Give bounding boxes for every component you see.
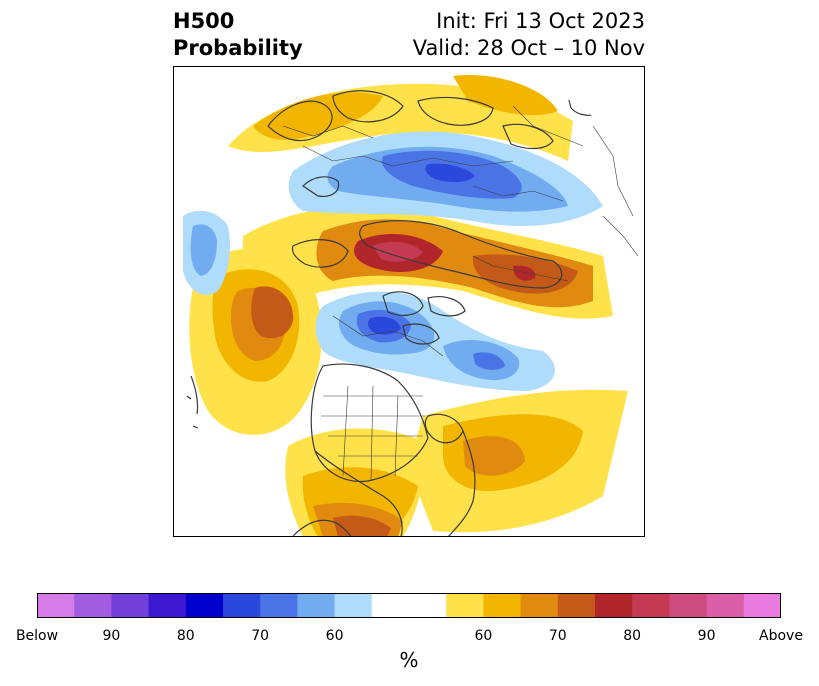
colorbar-cell	[185, 593, 224, 618]
colorbar-cell	[371, 593, 410, 618]
colorbar-cell	[706, 593, 745, 618]
below-region-pacific-west-core	[190, 224, 217, 276]
colorbar-tick-label: 70	[251, 628, 270, 644]
colorbar-cell	[409, 593, 447, 618]
colorbar-tick-label: 60	[325, 628, 344, 644]
colorbar-cell	[483, 593, 522, 618]
title-type: Probability	[173, 36, 303, 60]
above-region-atlantic-core	[463, 436, 525, 476]
colorbar-tick-label: 70	[548, 628, 567, 644]
colorbar-tick-label: Below	[15, 628, 59, 644]
below-region-canada-peak	[367, 316, 401, 335]
above-region-pacific-peak	[251, 286, 294, 339]
colorbar	[37, 593, 781, 618]
colorbar-cell	[743, 593, 781, 618]
chart-dates: Init: Fri 13 Oct 2023 Valid: 28 Oct – 10…	[413, 8, 645, 62]
colorbar-cell	[148, 593, 187, 618]
above-peak-east	[513, 265, 536, 281]
colorbar-cells	[37, 593, 781, 618]
colorbar-tick-label: Above	[759, 628, 803, 644]
political-boundaries	[282, 105, 639, 482]
valid-range: Valid: 28 Oct – 10 Nov	[412, 36, 645, 60]
below-region-siberia-peak	[425, 163, 475, 183]
colorbar-cell	[260, 593, 298, 618]
colorbar-tick-label: 80	[623, 628, 642, 644]
colorbar-tick-label: 80	[176, 628, 195, 644]
colorbar-tick-label: 60	[474, 628, 493, 644]
above-region-west-asia	[253, 92, 383, 140]
colorbar-cell	[595, 593, 633, 618]
anomaly-shading	[183, 75, 628, 537]
probability-map	[173, 66, 645, 537]
below-region-hudson-core	[473, 352, 505, 370]
colorbar-cell	[37, 593, 75, 618]
colorbar-cell	[111, 593, 150, 618]
colorbar-cell	[74, 593, 112, 618]
chart-title: H500 Probability	[173, 8, 303, 62]
colorbar-cell	[223, 593, 261, 618]
init-date: Init: Fri 13 Oct 2023	[436, 9, 645, 33]
colorbar-cell	[557, 593, 596, 618]
colorbar-cell	[297, 593, 336, 618]
title-variable: H500	[173, 9, 235, 33]
colorbar-cell	[669, 593, 708, 618]
colorbar-cell	[520, 593, 559, 618]
colorbar-unit: %	[399, 648, 419, 672]
colorbar-cell	[446, 593, 484, 618]
colorbar-cell	[632, 593, 670, 618]
colorbar-tick-label: 90	[697, 628, 716, 644]
above-peak-west	[373, 241, 423, 262]
above-region-scandinavia	[453, 75, 558, 116]
colorbar-tick-label: 90	[102, 628, 121, 644]
colorbar-cell	[334, 593, 373, 618]
